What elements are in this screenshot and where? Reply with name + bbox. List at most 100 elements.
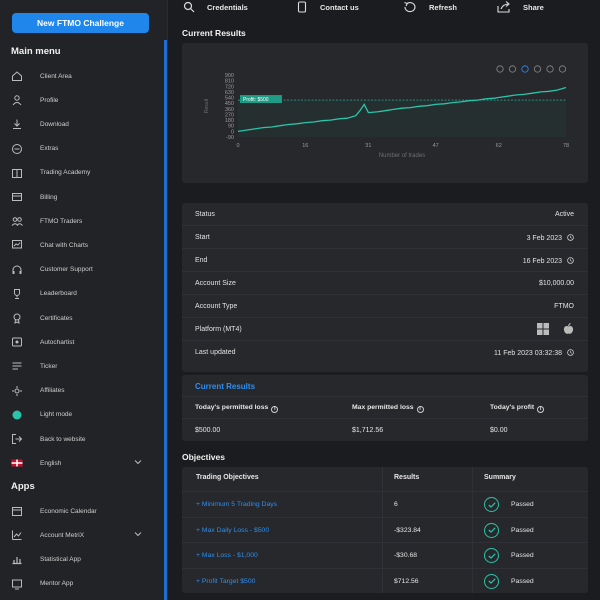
sidebar-item-label: Billing (40, 193, 58, 201)
sidebar-item-billing[interactable]: Billing (0, 188, 160, 206)
sidebar-item-trading-academy[interactable]: Trading Academy (0, 164, 160, 182)
info-row-last-updated: Last updated 11 Feb 2023 03:32:38 (182, 341, 588, 364)
sidebar-item-ticker[interactable]: Ticker (0, 357, 160, 375)
sidebar-item-client-area[interactable]: Client Area (0, 67, 160, 85)
sidebar-scrollbar[interactable] (164, 40, 167, 600)
info-icon[interactable]: i (271, 406, 279, 413)
results-chart-panel: 900 810 720 630 540 450 360 270 180 90 0 -90 0 16 31 47… (182, 43, 588, 183)
sidebar-item-label: Client Area (40, 72, 72, 80)
sidebar-item-label: Autochartist (40, 338, 75, 346)
gift-icon (11, 143, 23, 155)
check-icon (484, 548, 499, 563)
autochartist-icon (11, 336, 23, 348)
credentials-label: Credentials (207, 2, 248, 12)
magnify-icon[interactable] (521, 65, 529, 73)
main-menu-title: Main menu (11, 46, 61, 57)
sidebar-item-chat-with-charts[interactable]: Chat with Charts (0, 236, 160, 254)
affiliates-icon (11, 385, 23, 397)
objective-summary: Passed (484, 497, 534, 512)
objective-row: + Profit Target $500 $712.56 Passed (182, 567, 588, 593)
home-icon[interactable] (546, 65, 554, 73)
y-tick-label: 270 (225, 112, 234, 118)
info-key: Account Type (195, 303, 238, 310)
reset-icon[interactable] (558, 65, 567, 73)
chevron-down-icon[interactable] (134, 530, 142, 538)
info-key: Account Size (195, 280, 236, 287)
current-results-table-title: Current Results (195, 382, 256, 391)
todays-permitted-loss-value: $500.00 (195, 427, 221, 434)
headset-icon (11, 264, 23, 276)
credentials-button[interactable]: Credentials (183, 0, 248, 14)
max-permitted-loss-header: Max permitted loss i (352, 404, 424, 413)
sidebar-item-autochartist[interactable]: Autochartist (0, 333, 160, 351)
home-icon (11, 70, 23, 82)
info-row-status: Status Active (182, 203, 588, 226)
sidebar-item-download[interactable]: Download (0, 115, 160, 133)
objective-name-link[interactable]: + Max Loss - $1,000 (196, 552, 258, 559)
sidebar-app-statistical-app[interactable]: Statistical App (0, 550, 160, 568)
zoom-out-icon[interactable] (508, 65, 517, 73)
objectives-header-results: Results (394, 474, 420, 481)
sidebar-item-customer-support[interactable]: Customer Support (0, 261, 160, 279)
share-button[interactable]: Share (497, 0, 544, 14)
balance-series-line (237, 86, 567, 133)
sidebar-item-label: Certificates (40, 314, 73, 322)
refresh-button[interactable]: Refresh (403, 0, 457, 14)
sidebar-item-label: Download (40, 120, 69, 128)
profit-target-badge (240, 95, 282, 104)
account-info-panel: Status Active Start 3 Feb 2023 End 16 Feb 202… (182, 203, 588, 372)
sidebar-item-back-to-website[interactable]: Back to website (0, 430, 160, 448)
sidebar-app-economic-calendar[interactable]: Economic Calendar (0, 502, 160, 520)
objective-name-link[interactable]: + Profit Target $500 (196, 577, 256, 585)
search-icon (183, 1, 195, 13)
windows-icon[interactable] (537, 323, 549, 335)
sidebar-item-english[interactable]: English (0, 454, 160, 472)
objective-name-link[interactable]: + Minimum 5 Trading Days (196, 501, 278, 508)
trophy-icon (11, 288, 23, 300)
sidebar-app-mentor-app[interactable]: Mentor App (0, 575, 160, 593)
info-key: End (195, 257, 208, 264)
sidebar-item-label: Light mode (40, 411, 73, 419)
clock-icon (567, 234, 574, 241)
sidebar-item-extras[interactable]: Extras (0, 140, 160, 158)
apple-icon[interactable] (563, 323, 574, 335)
y-tick-label: 630 (225, 90, 234, 96)
sidebar-app-label: Economic Calendar (40, 507, 97, 515)
sidebar-item-label: Trading Academy (40, 169, 91, 177)
todays-permitted-loss-header: Today's permitted loss i (195, 404, 279, 413)
info-icon[interactable]: i (537, 406, 545, 413)
y-tick-label: 450 (225, 101, 234, 107)
calendar-icon (11, 505, 23, 517)
clock-icon (567, 257, 574, 264)
sidebar-item-leaderboard[interactable]: Leaderboard (0, 285, 160, 303)
objective-row: + Max Daily Loss - $500 -$323.84 Passed (182, 516, 588, 542)
x-tick-label: 0 (236, 143, 239, 149)
toggle-icon (11, 409, 23, 421)
uk-flag-icon (11, 457, 23, 469)
x-tick-label: 16 (302, 143, 308, 149)
x-tick-label: 62 (496, 143, 502, 149)
sidebar-app-account-metrix[interactable]: Account MetriX (0, 526, 160, 544)
x-tick-label: 31 (365, 143, 371, 149)
objective-name-link[interactable]: + Max Daily Loss - $500 (196, 526, 270, 534)
check-icon (484, 573, 499, 589)
contact-us-button[interactable]: Contact us (296, 0, 359, 14)
pan-icon[interactable] (533, 65, 542, 73)
zoom-in-icon[interactable] (496, 65, 504, 73)
info-icon[interactable]: i (416, 406, 424, 413)
exit-icon (11, 433, 23, 445)
clock-icon (567, 349, 574, 356)
sidebar-item-profile[interactable]: Profile (0, 91, 160, 109)
new-ftmo-challenge-button[interactable]: New FTMO Challenge (12, 13, 149, 33)
sidebar-item-ftmo-traders[interactable]: FTMO Traders (0, 212, 160, 230)
sidebar-item-label: Leaderboard (40, 290, 77, 298)
sidebar-item-affiliates[interactable]: Affiliates (0, 382, 160, 400)
sidebar-item-certificates[interactable]: Certificates (0, 309, 160, 327)
objectives-header-summary: Summary (484, 474, 516, 481)
metrix-icon (11, 529, 23, 541)
objective-result: -$30.68 (394, 552, 418, 559)
chevron-down-icon[interactable] (134, 458, 142, 466)
sidebar-item-light-mode[interactable]: Light mode (0, 406, 160, 424)
contact-us-label: Contact us (320, 2, 359, 12)
y-tick-label: 90 (228, 124, 234, 130)
